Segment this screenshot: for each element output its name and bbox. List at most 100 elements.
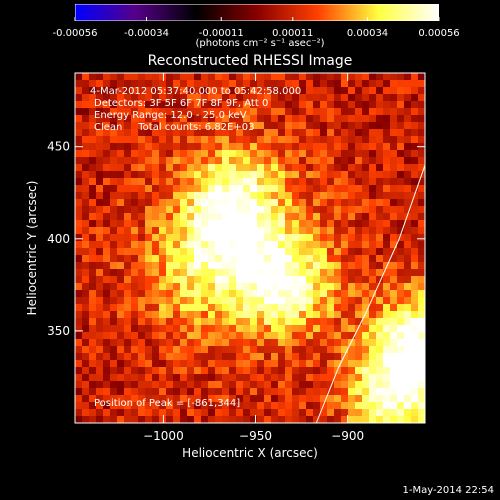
heatmap-cell	[320, 262, 327, 269]
heatmap-cell	[131, 129, 138, 136]
heatmap-cell	[327, 346, 334, 353]
heatmap-cell	[250, 87, 257, 94]
heatmap-cell	[131, 255, 138, 262]
heatmap-cell	[166, 122, 173, 129]
heatmap-cell	[362, 353, 369, 360]
heatmap-cell	[236, 318, 243, 325]
heatmap-cell	[355, 381, 362, 388]
heatmap-cell	[334, 241, 341, 248]
heatmap-cell	[355, 157, 362, 164]
heatmap-cell	[159, 178, 166, 185]
heatmap-cell	[194, 402, 201, 409]
heatmap-cell	[271, 290, 278, 297]
heatmap-cell	[117, 367, 124, 374]
heatmap-cell	[299, 409, 306, 416]
heatmap-cell	[152, 367, 159, 374]
heatmap-cell	[208, 192, 215, 199]
heatmap-cell	[110, 87, 117, 94]
heatmap-cell	[390, 171, 397, 178]
heatmap-cell	[411, 171, 418, 178]
heatmap-cell	[180, 318, 187, 325]
heatmap-cell	[257, 318, 264, 325]
heatmap-cell	[250, 199, 257, 206]
heatmap-cell	[376, 178, 383, 185]
heatmap-cell	[299, 318, 306, 325]
heatmap-cell	[341, 409, 348, 416]
heatmap-cell	[243, 199, 250, 206]
heatmap-cell	[222, 325, 229, 332]
heatmap-cell	[152, 178, 159, 185]
heatmap-cell	[397, 367, 404, 374]
heatmap-cell	[180, 381, 187, 388]
heatmap-cell	[250, 220, 257, 227]
heatmap-cell	[236, 171, 243, 178]
heatmap-cell	[299, 87, 306, 94]
heatmap-cell	[271, 325, 278, 332]
colorbar-ticks: -0.00056 -0.00034 -0.00011 0.00011 0.00034 0.…	[53, 17, 460, 39]
heatmap-cell	[383, 395, 390, 402]
heatmap-cell	[201, 276, 208, 283]
heatmap-cell	[341, 283, 348, 290]
heatmap-cell	[313, 87, 320, 94]
heatmap-cell	[208, 101, 215, 108]
heatmap-cell	[229, 269, 236, 276]
heatmap-cell	[292, 73, 299, 80]
heatmap-cell	[348, 185, 355, 192]
heatmap-cell	[89, 220, 96, 227]
heatmap-cell	[194, 192, 201, 199]
heatmap-cell	[152, 150, 159, 157]
heatmap-cell	[180, 332, 187, 339]
heatmap-cell	[124, 381, 131, 388]
heatmap-cell	[201, 332, 208, 339]
heatmap-cell	[334, 234, 341, 241]
heatmap-cell	[215, 353, 222, 360]
heatmap-cell	[271, 213, 278, 220]
heatmap-cell	[96, 311, 103, 318]
heatmap-cell	[166, 381, 173, 388]
heatmap-cell	[173, 290, 180, 297]
heatmap-cell	[159, 185, 166, 192]
heatmap-cell	[166, 206, 173, 213]
heatmap-cell	[103, 388, 110, 395]
heatmap-cell	[355, 283, 362, 290]
heatmap-cell	[131, 213, 138, 220]
heatmap-cell	[264, 255, 271, 262]
heatmap-cell	[292, 269, 299, 276]
heatmap-cell	[369, 402, 376, 409]
heatmap-cell	[264, 94, 271, 101]
heatmap-cell	[348, 115, 355, 122]
heatmap-cell	[145, 94, 152, 101]
heatmap-cell	[131, 178, 138, 185]
y-tick-label-1: 400	[47, 232, 70, 246]
heatmap-cell	[285, 129, 292, 136]
heatmap-cell	[292, 332, 299, 339]
heatmap-cell	[124, 136, 131, 143]
heatmap-cell	[75, 409, 82, 416]
heatmap-cell	[145, 185, 152, 192]
heatmap-cell	[355, 101, 362, 108]
heatmap-cell	[306, 255, 313, 262]
heatmap-cell	[341, 290, 348, 297]
heatmap-cell	[320, 227, 327, 234]
heatmap-cell	[264, 346, 271, 353]
heatmap-cell	[82, 87, 89, 94]
heatmap-cell	[103, 395, 110, 402]
heatmap-cell	[362, 346, 369, 353]
heatmap-cell	[89, 374, 96, 381]
heatmap-cell	[236, 164, 243, 171]
heatmap-cell	[117, 143, 124, 150]
heatmap-cell	[131, 227, 138, 234]
heatmap-cell	[243, 73, 250, 80]
heatmap-cell	[264, 332, 271, 339]
heatmap-cell	[75, 213, 82, 220]
heatmap-cell	[201, 416, 208, 423]
heatmap-cell	[243, 346, 250, 353]
heatmap-cell	[306, 367, 313, 374]
heatmap-cell	[75, 262, 82, 269]
heatmap-cell	[131, 276, 138, 283]
heatmap-cell	[89, 108, 96, 115]
heatmap-cell	[257, 164, 264, 171]
heatmap-cell	[89, 416, 96, 423]
heatmap-cell	[404, 220, 411, 227]
heatmap-cell	[110, 171, 117, 178]
